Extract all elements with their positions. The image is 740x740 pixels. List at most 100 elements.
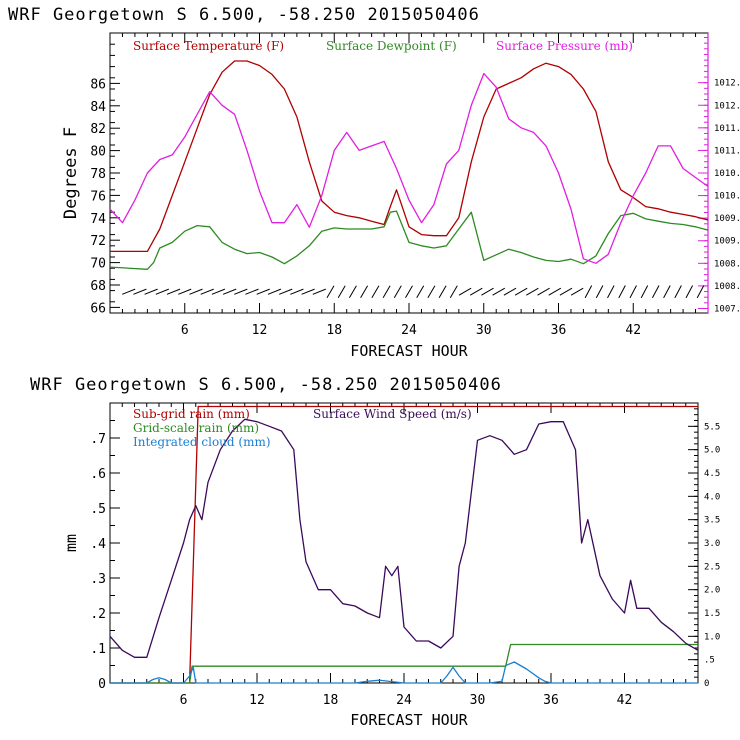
- wind-barb: [405, 285, 413, 299]
- wind-barb: [326, 285, 335, 299]
- panel1-legend: Surface Temperature (F) Surface Dewpoint…: [133, 39, 633, 53]
- wind-barb: [696, 285, 705, 299]
- wind-barb: [371, 285, 380, 299]
- x-tick-label: 6: [180, 693, 188, 708]
- wind-barb: [245, 288, 259, 295]
- y-tick-label: 0: [98, 677, 106, 692]
- x-tick-label: 30: [470, 693, 486, 708]
- panel1-x-label: FORECAST HOUR: [350, 342, 468, 360]
- wind-barb: [312, 288, 326, 295]
- x-tick-label: 42: [625, 323, 641, 338]
- wind-barb: [122, 288, 136, 295]
- wind-barb: [427, 285, 436, 299]
- y2-tick-label: 3.5: [704, 516, 720, 526]
- y-tick-label: .7: [90, 432, 106, 447]
- panel1-y-label: Degrees F: [61, 127, 81, 219]
- wind-barb: [469, 287, 483, 296]
- y2-tick-label: 1.0: [704, 632, 720, 642]
- wind-barb: [663, 285, 671, 299]
- legend-surface-temperature: Surface Temperature (F): [133, 39, 284, 53]
- wind-barb: [337, 285, 346, 299]
- wind-barb: [584, 285, 593, 299]
- wind-barb: [548, 287, 562, 296]
- wind-barb: [570, 287, 584, 296]
- panel1-x-ticks: 6 12 18 24 30 36 42: [121, 33, 697, 338]
- legend-surface-dewpoint: Surface Dewpoint (F): [326, 39, 457, 53]
- wind-barb: [382, 285, 391, 299]
- y-tick-label: 84: [90, 100, 106, 115]
- y2-tick-label: 0: [704, 679, 709, 689]
- y2-tick-label: 1008.0: [714, 282, 740, 292]
- panel2-y-ticks: 0 .1 .2 .3 .4 .5 .6 .7: [90, 420, 120, 692]
- y-tick-label: 82: [90, 122, 106, 137]
- wind-barb: [166, 288, 181, 295]
- y2-tick-label: 1010.5: [714, 169, 740, 179]
- y2-tick-label: 1012.0: [714, 101, 740, 111]
- wind-barb: [301, 288, 315, 295]
- wind-barb: [537, 287, 550, 296]
- y2-tick-label: 2.5: [704, 562, 720, 572]
- y-tick-label: .3: [90, 572, 106, 587]
- wind-barb: [211, 288, 226, 295]
- series-line-1: [109, 210, 709, 270]
- y-tick-label: .4: [90, 537, 106, 552]
- y2-tick-label: 5.0: [704, 446, 720, 456]
- x-tick-label: 30: [476, 323, 492, 338]
- y2-tick-label: 5.5: [704, 422, 720, 432]
- wind-barb: [348, 285, 357, 299]
- panel1-y-ticks: 66 68 70 72 74 76 78 80 82 84 86: [90, 32, 120, 316]
- wind-barb: [685, 285, 694, 299]
- panel2-y2-ticks: 0 .5 1.0 1.5 2.0 2.5 3.0 3.5 4.0 4.5 5.0 5.5: [688, 402, 720, 689]
- wind-barb: [674, 285, 682, 299]
- y-tick-label: 76: [90, 189, 106, 204]
- panel2-title: WRF Georgetown S 6.500, -58.250 20150504…: [30, 375, 502, 395]
- wind-barb: [618, 285, 626, 299]
- wind-barbs: [122, 285, 705, 299]
- y-tick-label: .2: [90, 607, 106, 622]
- wind-barb: [651, 285, 660, 299]
- wind-barb: [189, 288, 203, 295]
- wind-barb: [503, 287, 517, 296]
- wind-barb: [133, 288, 147, 295]
- y-tick-label: .1: [90, 642, 106, 657]
- wind-barb: [144, 288, 158, 295]
- x-tick-label: 18: [323, 693, 339, 708]
- y2-tick-label: 1009.5: [714, 214, 740, 224]
- wind-barb: [438, 285, 447, 299]
- wind-barb: [640, 285, 649, 299]
- wind-barb: [360, 285, 369, 299]
- y-tick-label: 74: [90, 212, 106, 227]
- x-tick-label: 36: [543, 693, 559, 708]
- y2-tick-label: 1008.5: [714, 259, 740, 269]
- wind-barb: [607, 285, 615, 299]
- x-tick-label: 18: [326, 323, 342, 338]
- panel1-series: [109, 60, 709, 270]
- x-tick-label: 6: [181, 323, 189, 338]
- panel2-x-label: FORECAST HOUR: [350, 711, 468, 729]
- panel2-y-label: mm: [62, 534, 80, 552]
- temperature-panel: WRF Georgetown S 6.500, -58.250 20150504…: [8, 5, 740, 360]
- y-tick-label: 80: [90, 145, 106, 160]
- panel1-y2-ticks: 1007.5 1008.0 1008.5 1009.0 1009.5 1010.0 1010…: [698, 37, 740, 314]
- rain-wind-panel: WRF Georgetown S 6.500, -58.250 20150504…: [30, 375, 720, 729]
- series-line-2: [110, 661, 698, 684]
- wind-barb: [222, 288, 237, 295]
- legend-grid-scale-rain: Grid-scale rain (mm): [133, 421, 259, 435]
- x-tick-label: 42: [617, 693, 633, 708]
- wind-barb: [393, 285, 402, 299]
- y2-tick-label: 1.5: [704, 609, 720, 619]
- y-tick-label: .5: [90, 502, 106, 517]
- y-tick-label: 86: [90, 77, 106, 92]
- wind-barb: [629, 285, 637, 299]
- y-tick-label: .6: [90, 467, 106, 482]
- y2-tick-label: 1010.0: [714, 192, 740, 202]
- wind-barb: [514, 287, 528, 296]
- y2-tick-label: 2.0: [704, 586, 720, 596]
- y-tick-label: 68: [90, 279, 106, 294]
- x-tick-label: 36: [551, 323, 567, 338]
- series-line-3: [109, 418, 699, 658]
- x-tick-label: 24: [401, 323, 417, 338]
- panel2-x-ticks: 6 12 18 24 30 36 42: [121, 403, 687, 708]
- series-line-0: [110, 60, 709, 253]
- y2-tick-label: 1012.5: [714, 79, 740, 89]
